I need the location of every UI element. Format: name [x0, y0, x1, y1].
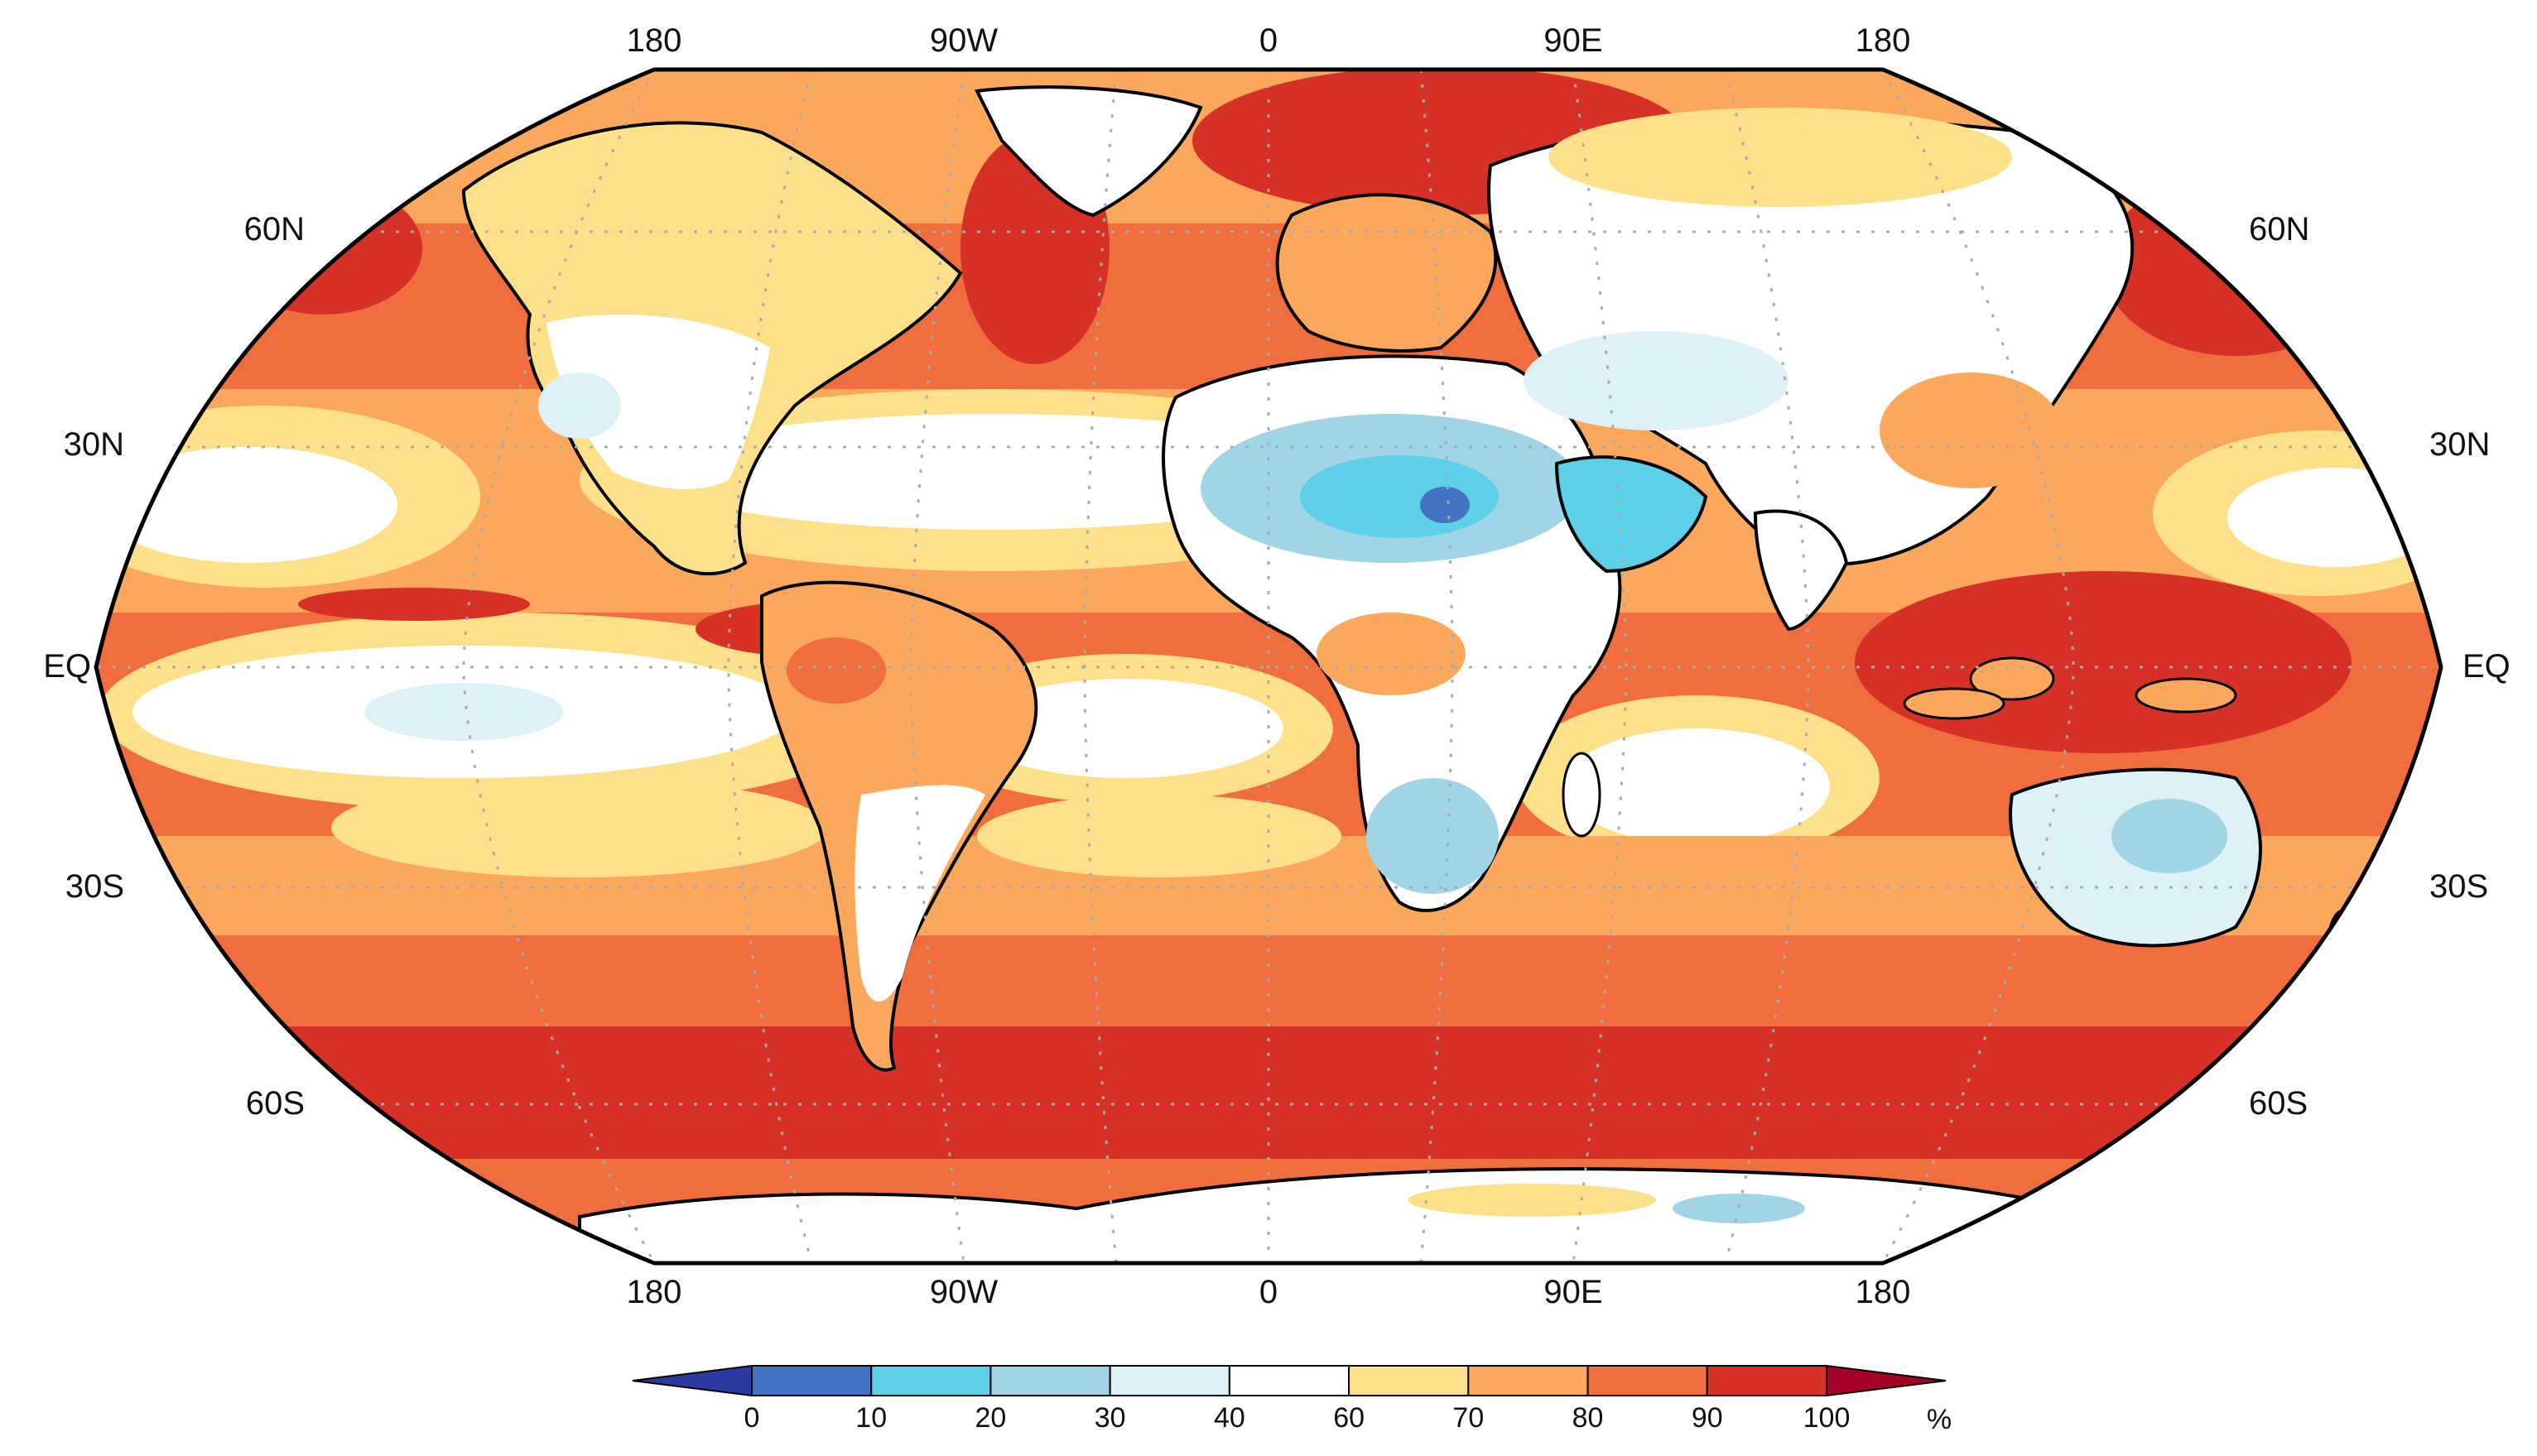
band-east-pacific-humid-spot — [364, 683, 563, 741]
colorbar-tick-label: 80 — [1572, 1402, 1604, 1434]
colorbar-tick-label: 20 — [975, 1402, 1007, 1434]
colorbar-box — [1586, 1365, 1708, 1396]
lon-label-top-180w: 180 — [627, 22, 682, 59]
land-sumatra — [1903, 687, 2005, 720]
lat-label-left-30s: 30S — [65, 868, 124, 905]
colorbar-tick-label: 10 — [855, 1402, 887, 1434]
lat-label-right-eq: EQ — [2462, 648, 2511, 685]
australia-dry — [2111, 799, 2227, 873]
kalahari-dry — [1366, 778, 1499, 894]
colorbar-box — [989, 1365, 1111, 1396]
colorbar-tick-label: 100 — [1803, 1402, 1851, 1434]
colorbar-tick-label: 30 — [1095, 1402, 1126, 1434]
colorbar-tick-label: 40 — [1214, 1402, 1245, 1434]
lat-label-left-30n: 30N — [64, 426, 124, 463]
lon-label-bottom-90w: 90W — [930, 1274, 998, 1310]
colorbar-unit-label: % — [1927, 1404, 1952, 1435]
lat-label-right-60n: 60N — [2249, 211, 2309, 247]
colorbar-extend-low — [632, 1364, 753, 1397]
globe-map — [94, 67, 2443, 1266]
band-southern-ocean — [96, 1026, 2441, 1167]
south-america-dry — [854, 785, 985, 1002]
colorbar-box — [1348, 1365, 1470, 1396]
colorbar-tick-label: 70 — [1452, 1402, 1484, 1434]
lat-label-left-eq: EQ — [43, 648, 91, 685]
lon-label-top-90w: 90W — [930, 22, 998, 59]
colorbar-tick-label: 60 — [1333, 1402, 1365, 1434]
meridian-90e — [1572, 70, 1628, 1263]
lat-label-left-60n: 60N — [244, 211, 305, 247]
lat-label-right-60s: 60S — [2249, 1085, 2308, 1122]
land-greenland — [974, 85, 1203, 218]
band-indian-dry-core — [1565, 728, 1830, 844]
siberia-moist — [1548, 108, 2012, 207]
band-west-pacific-dry-core — [2227, 468, 2441, 567]
colorbar-tick-label: 0 — [744, 1402, 760, 1434]
lon-label-bottom-0: 0 — [1259, 1274, 1278, 1310]
antarctica-coast-band — [1408, 1184, 1656, 1217]
land-new-guinea — [2135, 677, 2237, 714]
colorbar-box — [1706, 1365, 1828, 1396]
band-north-pacific-west — [2103, 174, 2368, 356]
colorbar-tick-label: 90 — [1692, 1402, 1723, 1434]
lon-label-bottom-180e: 180 — [1856, 1274, 1911, 1310]
band-warm-pool — [1855, 571, 2352, 753]
amazon-moist — [787, 637, 886, 704]
band-south-atlantic-dry — [977, 795, 1341, 877]
lat-label-left-60s: 60S — [246, 1085, 305, 1122]
lon-label-top-0: 0 — [1259, 22, 1278, 59]
lat-label-right-30s: 30S — [2429, 868, 2488, 905]
lat-labels-left: 60N 30N EQ 30S 60S — [43, 211, 305, 1122]
lon-label-top-180e: 180 — [1856, 22, 1911, 59]
sahara-very-dry — [1300, 455, 1499, 538]
graticule — [96, 70, 2441, 1263]
north-america-dry-interior — [546, 315, 770, 489]
band-itcz-pacific — [298, 588, 530, 621]
colorbar-extend-high — [1826, 1364, 1947, 1397]
colorbar-box — [870, 1365, 992, 1396]
colorbar-box — [1467, 1365, 1589, 1396]
central-asia-dry — [1524, 331, 1788, 430]
lon-labels-bottom: 180 90W 0 90E 180 — [627, 1274, 1911, 1310]
band-atlantic-south-dry-core — [969, 679, 1283, 778]
colorbar: 0 10 20 30 40 60 70 80 90 100 — [632, 1364, 1947, 1434]
band-pacific-north-dry-core — [99, 447, 397, 563]
land-madagascar — [1562, 752, 1601, 838]
colorbar-box — [1228, 1365, 1350, 1396]
colorbar-box — [1109, 1365, 1230, 1396]
antarctica-dry-spot — [1673, 1194, 1805, 1223]
sahara-core — [1420, 487, 1470, 523]
lon-labels-top: 180 90W 0 90E 180 — [627, 22, 1911, 59]
china-moist — [1880, 372, 2062, 488]
land-new-zealand — [2327, 909, 2360, 978]
band-north-pacific-east — [224, 182, 422, 315]
land-europe — [1275, 193, 1498, 353]
band-south-pacific-dry — [331, 778, 828, 877]
lat-labels-right: 60N 30N EQ 30S 60S — [2249, 211, 2511, 1122]
north-america-southwest — [538, 372, 621, 439]
globe-outline — [94, 67, 2443, 1266]
meridian-60e — [1419, 70, 1454, 1263]
lat-label-right-30n: 30N — [2429, 426, 2490, 463]
land-india — [1753, 509, 1849, 632]
meridian-60w — [1083, 70, 1118, 1263]
lon-label-bottom-90e: 90E — [1543, 1274, 1602, 1310]
meridian-90w — [909, 70, 965, 1263]
congo-moist — [1317, 613, 1466, 695]
colorbar-box — [751, 1365, 873, 1396]
land-arabia — [1554, 455, 1708, 574]
lon-label-top-90e: 90E — [1543, 22, 1602, 59]
lon-label-bottom-180w: 180 — [627, 1274, 682, 1310]
